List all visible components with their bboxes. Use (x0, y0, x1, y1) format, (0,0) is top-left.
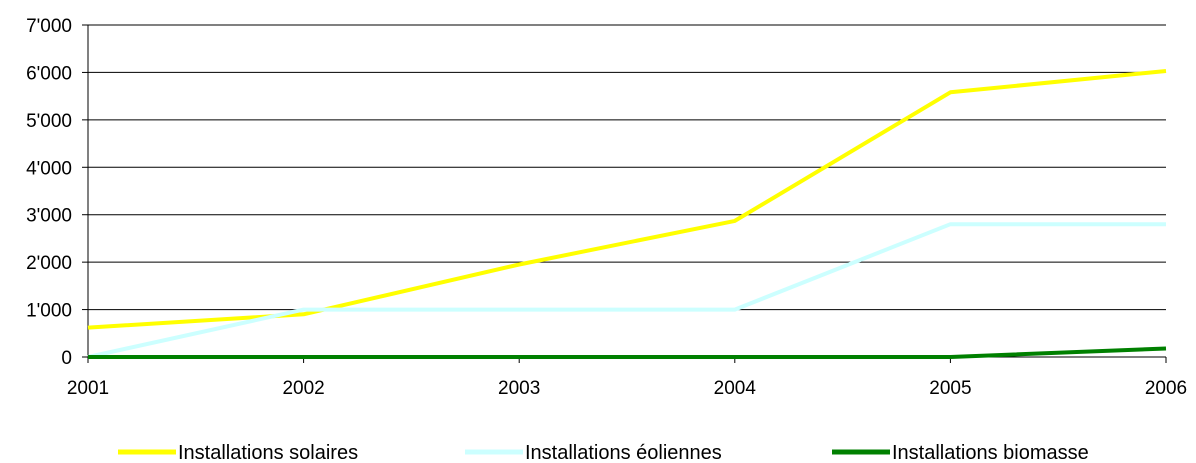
series-lines (87, 69, 1167, 359)
y-tick-label: 0 (61, 348, 72, 369)
y-tick-label: 6'000 (26, 63, 72, 84)
x-axis-ticks: 2001 2002 2003 2004 2005 2006 (67, 357, 1187, 399)
grid-lines (88, 24, 1166, 311)
legend-item: Installations biomasse (832, 442, 1089, 463)
legend-item: Installations solaires (118, 442, 358, 463)
x-tick-label: 2001 (67, 378, 109, 399)
series-line-1 (87, 222, 1166, 359)
legend-label: Installations solaires (178, 442, 358, 463)
y-tick-label: 4'000 (26, 158, 72, 179)
x-tick-label: 2003 (498, 378, 540, 399)
series-line-2 (88, 346, 1167, 359)
x-tick-label: 2004 (714, 378, 757, 399)
legend-label: Installations éoliennes (525, 442, 722, 463)
x-tick-label: 2002 (282, 378, 324, 399)
y-tick-label: 3'000 (26, 206, 72, 227)
legend-item: Installations éoliennes (465, 442, 722, 463)
y-tick-label: 7'000 (26, 16, 72, 37)
y-axis-ticks: 0 1'000 2'000 3'000 4'000 5'000 6'000 7'000 (26, 16, 88, 369)
series-line-0 (87, 69, 1167, 330)
y-tick-label: 2'000 (26, 253, 72, 274)
x-tick-label: 2006 (1145, 378, 1187, 399)
legend: Installations solaires Installations éoli… (118, 442, 1089, 463)
y-tick-label: 1'000 (26, 301, 72, 322)
legend-label: Installations biomasse (892, 442, 1089, 463)
y-tick-label: 5'000 (26, 111, 72, 132)
x-tick-label: 2005 (929, 378, 971, 399)
